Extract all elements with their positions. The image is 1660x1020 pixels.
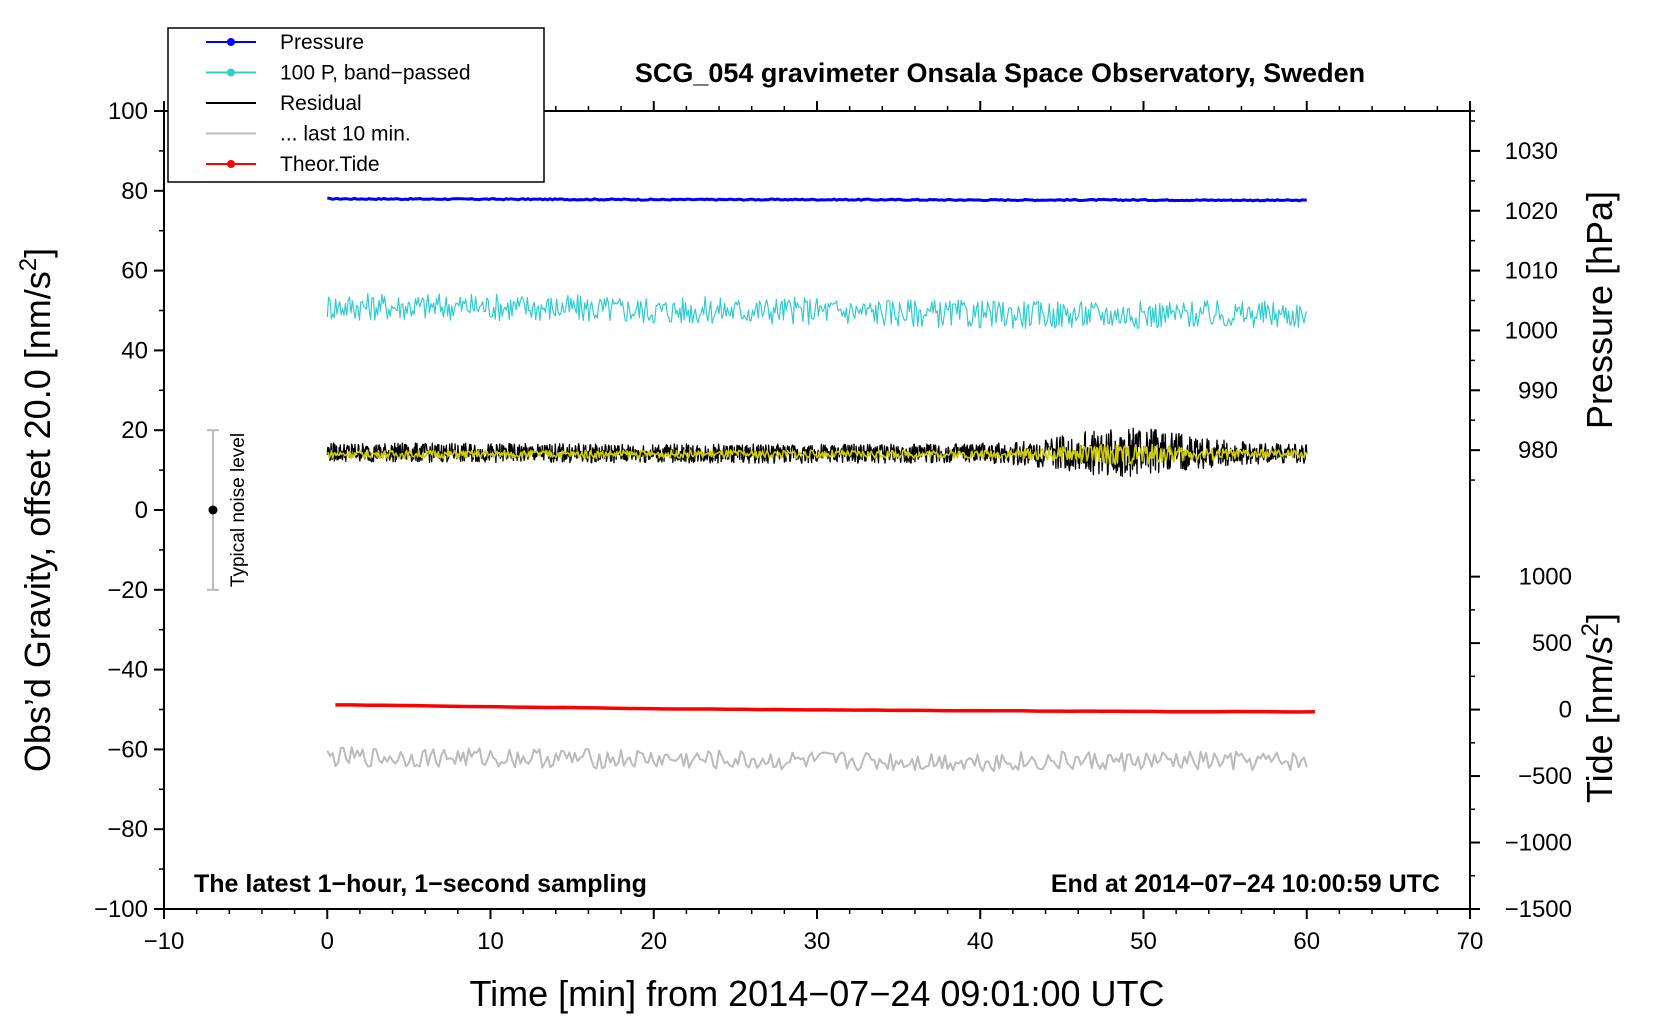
y-tick-label: 100 bbox=[108, 98, 148, 125]
x-axis-title: Time [min] from 2014−07−24 09:01:00 UTC bbox=[469, 973, 1164, 1014]
noise-bar: Typical noise level bbox=[206, 429, 249, 591]
noise-bar-center bbox=[208, 505, 218, 515]
plot-frame bbox=[163, 110, 1471, 910]
x-tick-label: 20 bbox=[640, 928, 667, 955]
y-tick-label: 80 bbox=[121, 178, 148, 205]
pressure-tick-label: 1030 bbox=[1505, 138, 1558, 165]
tide-tick-label: 0 bbox=[1559, 697, 1572, 724]
series-layer bbox=[326, 196, 1315, 773]
y-tick-label: −100 bbox=[94, 896, 148, 923]
y-axis-ticks: −100 −80 −60 −40 −20 0 20 40 60 80 100 bbox=[94, 98, 164, 923]
x-tick-label: −10 bbox=[144, 928, 185, 955]
y-tick-label: −40 bbox=[107, 657, 148, 684]
pressure-axis-title: Pressure [hPa] bbox=[1579, 191, 1620, 429]
tide-axis-ticks: −1500 −1000 −500 0 500 1000 bbox=[1470, 564, 1572, 923]
x-tick-label: 30 bbox=[804, 928, 831, 955]
chart-title: SCG_054 gravimeter Onsala Space Observat… bbox=[635, 58, 1365, 88]
legend-marker bbox=[227, 38, 235, 46]
y-tick-label: 0 bbox=[135, 497, 148, 524]
y-tick-label: −60 bbox=[107, 736, 148, 763]
legend-label: ... last 10 min. bbox=[280, 123, 411, 146]
pressure-tick-label: 1000 bbox=[1505, 317, 1558, 344]
series-line-1 bbox=[326, 292, 1308, 329]
series-line-4 bbox=[326, 746, 1308, 773]
annotation-left: The latest 1−hour, 1−second sampling bbox=[194, 870, 647, 898]
legend-label: Theor.Tide bbox=[280, 153, 380, 176]
legend-label: 100 P, band−passed bbox=[280, 62, 471, 85]
x-tick-label: 50 bbox=[1130, 928, 1157, 955]
noise-bar-label: Typical noise level bbox=[228, 433, 249, 587]
legend: Pressure 100 P, band−passed Residual ... la… bbox=[167, 27, 545, 183]
tide-tick-label: 1000 bbox=[1519, 564, 1572, 591]
annotation-right: End at 2014−07−24 10:00:59 UTC bbox=[1051, 870, 1440, 898]
legend-marker bbox=[227, 68, 235, 77]
pressure-tick-label: 980 bbox=[1518, 437, 1558, 464]
x-tick-label: 10 bbox=[477, 928, 504, 955]
tide-tick-label: −500 bbox=[1518, 763, 1572, 790]
y-axis-title-left: Obs’d Gravity, offset 20.0 [nm/s2] bbox=[15, 248, 58, 772]
pressure-tick-label: 990 bbox=[1518, 377, 1558, 404]
legend-box bbox=[167, 27, 545, 183]
tide-tick-label: −1500 bbox=[1505, 896, 1572, 923]
legend-label: Pressure bbox=[280, 31, 364, 54]
x-tick-label: 70 bbox=[1457, 928, 1484, 955]
x-axis-ticks: −10 0 10 20 30 40 50 60 70 bbox=[144, 101, 1484, 955]
series-line-0 bbox=[327, 196, 1307, 203]
x-tick-label: 60 bbox=[1293, 928, 1320, 955]
x-tick-label: 0 bbox=[321, 928, 334, 955]
y-tick-label: 20 bbox=[121, 417, 148, 444]
y-tick-label: −20 bbox=[107, 577, 148, 604]
tide-axis-title: Tide [nm/s2] bbox=[1577, 613, 1620, 803]
legend-marker bbox=[227, 160, 235, 168]
legend-label: Residual bbox=[280, 92, 362, 115]
y-tick-label: −80 bbox=[107, 816, 148, 843]
series-line-3 bbox=[326, 443, 1308, 466]
pressure-tick-label: 1020 bbox=[1505, 198, 1558, 225]
tide-tick-label: 500 bbox=[1532, 630, 1572, 657]
series-line-5 bbox=[335, 703, 1315, 714]
y-tick-label: 60 bbox=[121, 258, 148, 285]
y-tick-label: 40 bbox=[121, 337, 148, 364]
pressure-axis-ticks: 980 990 1000 1010 1020 1030 bbox=[1470, 110, 1558, 481]
tide-tick-label: −1000 bbox=[1505, 830, 1572, 857]
x-tick-label: 40 bbox=[967, 928, 994, 955]
pressure-tick-label: 1010 bbox=[1505, 258, 1558, 285]
